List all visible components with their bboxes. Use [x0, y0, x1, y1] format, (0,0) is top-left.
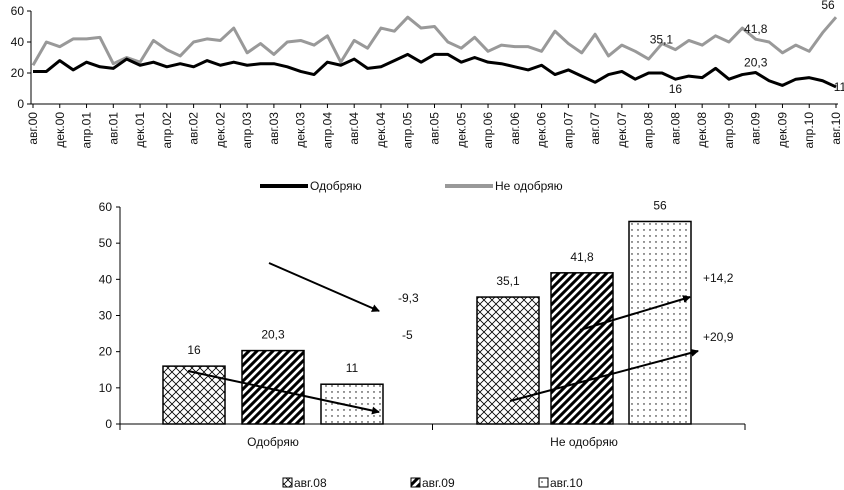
- x-tick-label: авг.06: [508, 112, 522, 145]
- y-tick-label: 20: [99, 345, 113, 359]
- change-label: -9,3: [398, 291, 419, 305]
- x-tick-label: дек.03: [294, 112, 308, 148]
- change-arrow: [509, 348, 699, 402]
- x-tick-label: авг.05: [428, 112, 442, 145]
- y-tick-label: 60: [99, 200, 113, 214]
- legend-label: авг.08: [294, 476, 327, 490]
- x-tick-label: авг.03: [267, 112, 281, 145]
- data-label: 56: [821, 0, 835, 12]
- bar-авг.10: [320, 383, 384, 425]
- bar-value-label: 56: [653, 198, 667, 212]
- bar-авг.08: [162, 365, 226, 425]
- y-tick-label: 30: [99, 309, 113, 323]
- x-tick-label: дек.04: [374, 112, 388, 148]
- change-arrow: [579, 295, 691, 331]
- legend-swatch: [410, 477, 421, 488]
- x-tick-label: дек.00: [53, 112, 67, 148]
- legend-swatch: [282, 477, 293, 488]
- y-tick-label: 0: [17, 97, 24, 111]
- change-arrow: [187, 370, 380, 415]
- x-tick-label: апр.03: [240, 112, 254, 149]
- bar-value-label: 20,3: [261, 328, 285, 342]
- y-tick-label: 0: [105, 417, 112, 431]
- x-tick-label: апр.06: [481, 112, 495, 149]
- series-line-0: [33, 52, 837, 89]
- x-tick-label: апр.05: [401, 112, 415, 149]
- y-tick-label: 60: [11, 4, 25, 18]
- x-tick-label: апр.09: [722, 112, 736, 149]
- x-tick-label: апр.01: [80, 112, 94, 149]
- x-tick-label: авг.07: [588, 112, 602, 145]
- bar-авг.08: [476, 296, 540, 425]
- y-tick-label: 40: [11, 35, 25, 49]
- x-tick-label: дек.02: [213, 112, 227, 148]
- x-tick-label: авг.00: [26, 112, 40, 145]
- x-tick-label: авг.08: [668, 112, 682, 145]
- x-tick-label: дек.01: [133, 112, 147, 148]
- bar-авг.10: [628, 220, 692, 425]
- legend-label: авг.10: [550, 476, 583, 490]
- x-tick-label: авг.09: [749, 112, 763, 145]
- x-tick-label: дек.07: [615, 112, 629, 148]
- change-label: +14,2: [703, 271, 734, 285]
- x-tick-label: авг.02: [187, 112, 201, 145]
- bar-value-label: 16: [187, 343, 201, 357]
- data-label: 11: [834, 80, 844, 94]
- legend-swatch: [538, 477, 549, 488]
- change-label: +20,9: [703, 330, 734, 344]
- series-line-1: [31, 15, 838, 66]
- x-tick-label: дек.09: [775, 112, 789, 148]
- legend-label: Одобряю: [310, 179, 362, 193]
- y-tick-label: 10: [99, 381, 113, 395]
- data-label: 20,3: [744, 56, 768, 70]
- x-tick-label: апр.07: [561, 112, 575, 149]
- x-tick-label: авг.01: [106, 112, 120, 145]
- data-label: 16: [669, 82, 683, 96]
- x-tick-label: авг.04: [347, 112, 361, 145]
- bar-авг.09: [241, 349, 305, 425]
- x-tick-label: дек.08: [695, 112, 709, 148]
- data-label: 41,8: [744, 22, 768, 36]
- category-label: Не одобряю: [550, 435, 618, 449]
- x-tick-label: дек.06: [535, 112, 549, 148]
- legend-label: авг.09: [422, 476, 455, 490]
- category-label: Одобряю: [247, 435, 299, 449]
- x-tick-label: апр.10: [802, 112, 816, 149]
- data-label: 35,1: [650, 33, 674, 47]
- y-tick-label: 50: [99, 236, 113, 250]
- x-tick-label: апр.04: [320, 112, 334, 149]
- change-arrow: [268, 262, 380, 312]
- bar-value-label: 11: [346, 361, 359, 375]
- legend-label: Не одобряю: [495, 179, 563, 193]
- bar-value-label: 35,1: [496, 274, 520, 288]
- x-tick-label: апр.08: [642, 112, 656, 149]
- change-label: -5: [402, 328, 413, 342]
- bar-авг.09: [550, 272, 614, 425]
- x-tick-label: дек.05: [454, 112, 468, 148]
- x-tick-label: апр.02: [160, 112, 174, 149]
- y-tick-label: 40: [99, 272, 113, 286]
- x-tick-label: авг.10: [829, 112, 843, 145]
- y-tick-label: 20: [11, 66, 25, 80]
- bar-value-label: 41,8: [570, 250, 594, 264]
